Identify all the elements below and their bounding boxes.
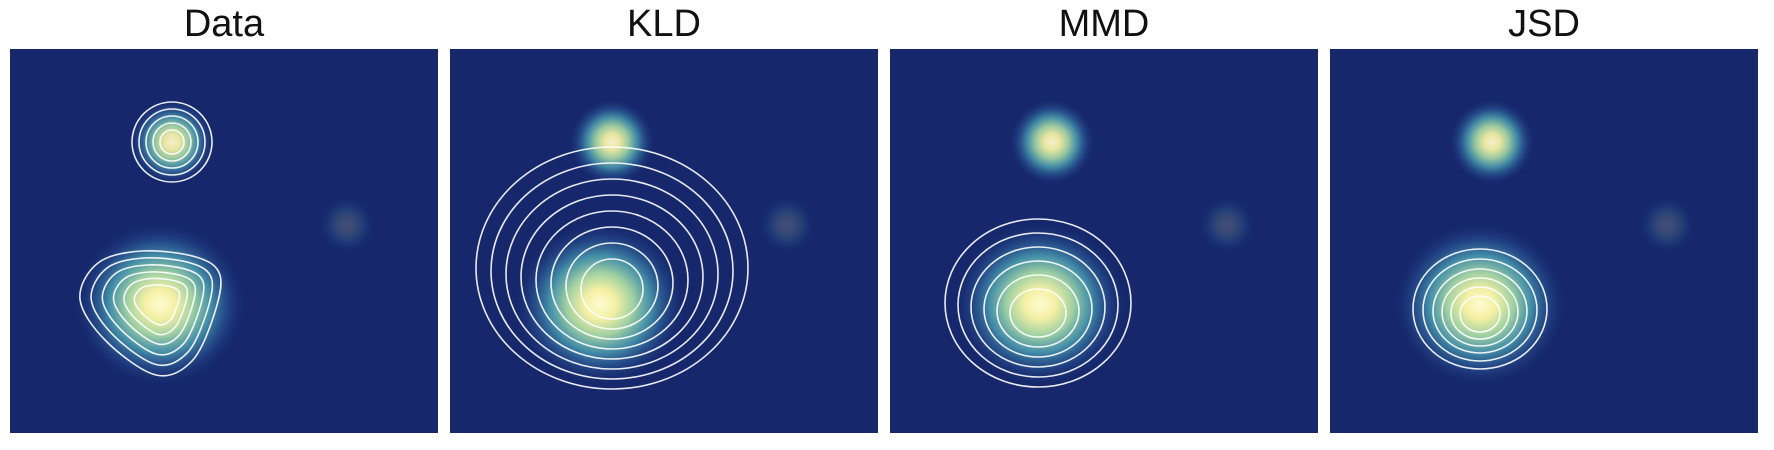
contour-line	[475, 146, 749, 390]
density-top-mode	[568, 98, 656, 186]
density-bottom-mode	[952, 220, 1128, 388]
plot-background	[450, 49, 878, 433]
contour-line	[550, 226, 674, 340]
contour-line	[996, 274, 1080, 348]
density-plot-data	[10, 49, 438, 433]
contour-line	[1459, 295, 1501, 333]
contour-line	[1441, 277, 1519, 347]
density-bottom-mode	[72, 220, 248, 388]
contour-line	[79, 250, 222, 377]
panel-jsd: JSD	[1330, 0, 1758, 450]
density-bottom-mode	[1392, 220, 1568, 388]
density-faint-mode	[317, 195, 377, 255]
contour-line	[138, 108, 206, 176]
contour-line	[112, 271, 197, 346]
contour-line	[1412, 248, 1548, 370]
density-faint-mode	[757, 195, 817, 255]
panel-mmd: MMD	[890, 0, 1318, 450]
contour-line	[535, 210, 689, 350]
contour-line	[152, 122, 192, 162]
contour-line	[133, 284, 181, 326]
contour-line	[1009, 288, 1067, 338]
panel-title: MMD	[1058, 3, 1150, 45]
contour-line	[565, 242, 659, 330]
contour-line	[123, 277, 189, 336]
contour-line	[159, 129, 185, 155]
panel-title: Data	[183, 3, 265, 45]
contour-line	[520, 194, 704, 360]
contour-line	[957, 232, 1119, 378]
contour-line	[490, 162, 734, 380]
contour-line	[970, 246, 1106, 368]
density-plot-mmd	[890, 49, 1318, 433]
contour-line	[983, 260, 1093, 358]
density-faint-mode	[1637, 195, 1697, 255]
plot-background	[1330, 49, 1758, 433]
contour-line	[101, 264, 205, 356]
density-top-mode	[1008, 98, 1096, 186]
panel-title: KLD	[627, 3, 701, 45]
contour-line	[1450, 286, 1510, 340]
contour-line	[1422, 258, 1538, 362]
density-bottom-mode	[512, 220, 688, 388]
panel-kld: KLD	[450, 0, 878, 450]
density-plot-kld	[450, 49, 878, 433]
contour-line	[580, 258, 644, 320]
density-top-mode	[128, 98, 216, 186]
density-top-mode	[1448, 98, 1536, 186]
contour-line	[90, 257, 214, 367]
panel-title: JSD	[1508, 3, 1580, 45]
density-plot-jsd	[1330, 49, 1758, 433]
panel-data: Data	[10, 0, 438, 450]
contour-line	[1432, 268, 1528, 354]
contour-line	[145, 115, 199, 169]
plot-background	[890, 49, 1318, 433]
plot-background	[10, 49, 438, 433]
contour-line	[131, 101, 213, 183]
contour-line	[944, 218, 1132, 388]
contour-line	[505, 178, 719, 370]
density-faint-mode	[1197, 195, 1257, 255]
